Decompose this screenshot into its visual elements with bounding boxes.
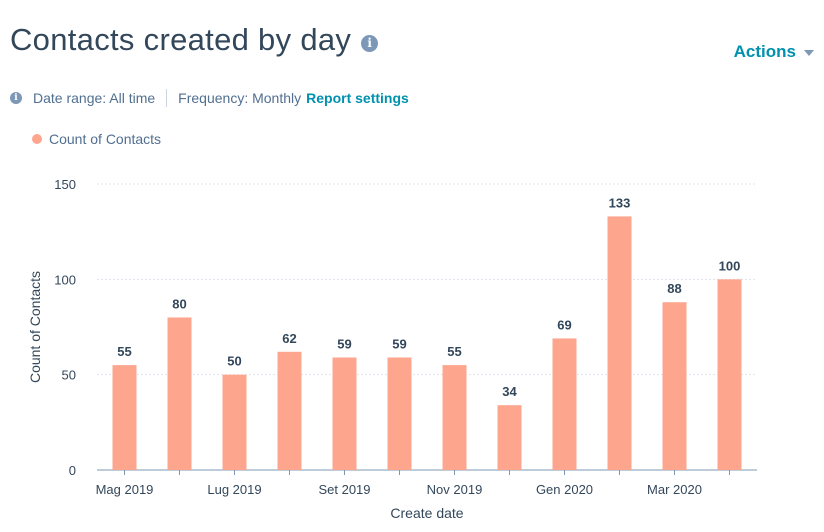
data-label: 55: [117, 344, 131, 359]
x-tick-label: Lug 2019: [207, 482, 261, 497]
data-label: 59: [392, 337, 406, 352]
legend-label: Count of Contacts: [49, 131, 162, 147]
bar: [662, 302, 687, 470]
bar: [607, 216, 632, 470]
y-tick-label: 0: [69, 463, 76, 478]
data-label: 59: [337, 337, 351, 352]
y-tick-label: 100: [54, 272, 76, 287]
info-icon: i: [10, 92, 22, 104]
actions-dropdown[interactable]: Actions: [734, 42, 814, 62]
title-row: Contacts created by day i: [10, 22, 379, 58]
bar: [442, 365, 467, 470]
bar: [112, 365, 137, 470]
bar: [717, 279, 742, 470]
x-axis-title: Create date: [390, 505, 463, 521]
x-tick-label: Nov 2019: [427, 482, 483, 497]
y-axis-title: Count of Contacts: [27, 271, 43, 383]
report-meta: i Date range: All time Frequency: Monthl…: [10, 89, 409, 107]
chart-legend: Count of Contacts: [32, 131, 161, 147]
y-tick-label: 150: [54, 177, 76, 192]
bar: [497, 405, 522, 470]
data-label: 69: [557, 317, 571, 332]
x-tick-label: Gen 2020: [536, 482, 593, 497]
bar: [387, 357, 412, 470]
frequency-text: Frequency: Monthly: [178, 90, 302, 106]
bar: [332, 357, 357, 470]
legend-swatch: [32, 134, 42, 144]
y-tick-label: 50: [62, 368, 76, 383]
bar: [552, 338, 577, 470]
page-title: Contacts created by day: [10, 22, 352, 57]
x-tick-label: Mar 2020: [647, 482, 702, 497]
divider: [166, 89, 168, 107]
report-settings-link[interactable]: Report settings: [306, 90, 409, 106]
date-range-text: Date range: All time: [33, 90, 156, 106]
data-label: 80: [172, 296, 186, 311]
data-label: 88: [667, 281, 681, 296]
data-label: 55: [447, 344, 461, 359]
bar: [277, 351, 302, 470]
actions-label: Actions: [733, 42, 796, 61]
bar: [167, 317, 192, 470]
info-icon[interactable]: i: [361, 34, 379, 52]
x-tick-label: Mag 2019: [96, 482, 154, 497]
data-label: 100: [719, 258, 741, 273]
bar: [222, 374, 247, 470]
x-tick-label: Set 2019: [318, 482, 370, 497]
data-label: 34: [502, 384, 517, 399]
data-label: 62: [282, 331, 296, 346]
chevron-down-icon: [804, 50, 814, 56]
data-label: 50: [227, 354, 241, 369]
data-label: 133: [609, 195, 631, 210]
